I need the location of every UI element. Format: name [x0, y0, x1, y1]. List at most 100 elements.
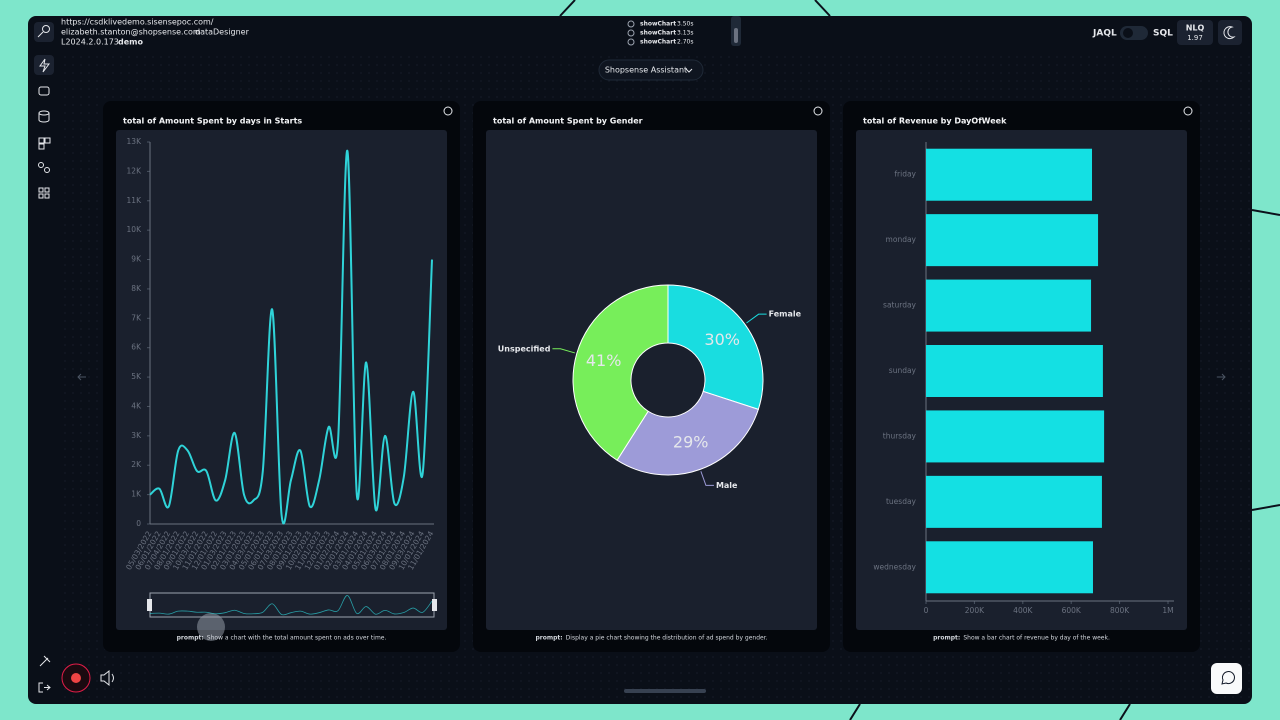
info-icon[interactable]: [443, 106, 453, 116]
nav-flow-icon[interactable]: [44, 167, 50, 173]
y-tick-label: friday: [894, 170, 916, 179]
donut-slice: [616, 390, 759, 476]
nlq-button[interactable]: [1177, 20, 1213, 45]
nav-bot-icon[interactable]: [38, 86, 50, 96]
y-tick-label: 5K: [131, 372, 142, 381]
home-indicator: [624, 689, 706, 693]
nav-flow-icon[interactable]: [38, 162, 44, 168]
bar: [926, 279, 1092, 332]
bar: [926, 345, 1103, 397]
x-tick-label: 800K: [1110, 606, 1130, 615]
log-check: [627, 20, 635, 28]
nav-blocks-icon[interactable]: [38, 143, 45, 150]
log-check: [627, 29, 635, 37]
leader-line: [700, 471, 714, 486]
cursor-highlight: [197, 613, 225, 641]
environment: demo: [118, 38, 143, 47]
y-tick-label: monday: [886, 235, 917, 244]
slice-label: Male: [716, 481, 738, 490]
navigator-handle[interactable]: [147, 599, 152, 611]
chat-button[interactable]: [1211, 663, 1242, 694]
y-tick-label: 11K: [127, 196, 143, 205]
slice-percent: 30%: [704, 330, 740, 349]
chart-title: total of Revenue by DayOfWeek: [863, 117, 1007, 126]
speaker-icon[interactable]: [100, 669, 114, 687]
log-time: 2.70s: [677, 39, 694, 46]
y-tick-label: 12K: [127, 166, 143, 175]
theme-button[interactable]: [1218, 20, 1242, 45]
y-tick-label: saturday: [883, 301, 917, 310]
info-icon[interactable]: [1183, 106, 1193, 116]
nav-grid-icon[interactable]: [44, 187, 50, 193]
navigator-handle[interactable]: [432, 599, 437, 611]
log-name: showChart: [640, 39, 676, 46]
log-name: showChart: [640, 21, 676, 28]
log-time: 3.50s: [677, 21, 694, 28]
nav-blocks-icon[interactable]: [44, 137, 51, 144]
y-tick-label: 13K: [127, 137, 143, 146]
bar: [926, 410, 1105, 463]
y-tick-label: thursday: [883, 431, 917, 440]
y-tick-label: 0: [136, 519, 141, 528]
navigator-line: [149, 595, 433, 616]
chart-title: total of Amount Spent by Gender: [493, 117, 643, 126]
bar: [926, 475, 1102, 528]
nav-database-icon[interactable]: [38, 113, 50, 123]
user-role: dataDesigner: [195, 28, 250, 37]
nav-grid-icon[interactable]: [44, 193, 50, 199]
logout-icon[interactable]: [38, 682, 51, 693]
y-tick-label: 10K: [127, 225, 143, 234]
nav-bolt-icon[interactable]: [39, 58, 50, 73]
nav-blocks-icon[interactable]: [38, 137, 45, 144]
slice-label: Female: [769, 310, 802, 319]
nav-grid-icon[interactable]: [38, 187, 44, 193]
chart-area: [116, 130, 447, 630]
user-email: elizabeth.stanton@shopsense.com: [61, 28, 201, 37]
prompt-label: prompt:: [535, 635, 562, 642]
dropdown-chevron: [685, 68, 693, 73]
previous-arrow[interactable]: [77, 373, 86, 381]
y-tick-label: 7K: [131, 313, 142, 322]
version: L2024.2.0.173: [61, 38, 119, 47]
nlq-label: NLQ: [1186, 24, 1205, 33]
assistant-name: Shopsense Assistant: [605, 66, 687, 75]
y-tick-label: 2K: [131, 460, 142, 469]
nav-tools-icon[interactable]: [39, 655, 51, 667]
x-tick-label: 0: [924, 606, 929, 615]
log-scrollbar-thumb: [734, 28, 738, 43]
y-tick-label: 8K: [131, 284, 142, 293]
log-name: showChart: [640, 30, 676, 37]
chart-area: [486, 130, 817, 630]
bar: [926, 214, 1099, 267]
assistant-menu[interactable]: [598, 59, 704, 81]
y-tick-label: 9K: [131, 255, 142, 264]
nlq-version: 1.97: [1187, 34, 1203, 42]
prompt-label: prompt:: [933, 635, 960, 642]
y-tick-label: tuesday: [886, 497, 917, 506]
x-tick-label: 200K: [965, 606, 985, 615]
y-tick-label: 3K: [131, 431, 142, 440]
url: https://csdklivedemo.sisensepoc.com/: [61, 18, 214, 27]
info-icon[interactable]: [813, 106, 823, 116]
logo-icon: [42, 25, 50, 33]
log-time: 3.13s: [677, 30, 694, 37]
moon-icon: [1223, 26, 1236, 40]
y-tick-label: 1K: [131, 490, 142, 499]
x-tick-label: 1M: [1162, 606, 1173, 615]
record-dot: [71, 673, 81, 683]
slice-percent: 29%: [673, 433, 709, 452]
prompt-text: Show a chart with the total amount spent…: [207, 635, 387, 642]
sql-label: SQL: [1153, 29, 1173, 39]
chat-icon: [1221, 671, 1235, 685]
next-arrow[interactable]: [1217, 373, 1226, 381]
prompt-label: prompt:: [177, 635, 204, 642]
prompt-text: Show a bar chart of revenue by day of th…: [963, 635, 1110, 642]
backdrop-lines: [559, 0, 1280, 720]
donut-slice: [667, 284, 764, 410]
slice-percent: 41%: [586, 351, 622, 370]
y-tick-label: 6K: [131, 343, 142, 352]
nav-grid-icon[interactable]: [38, 193, 44, 199]
x-tick-label: 400K: [1013, 606, 1033, 615]
nav-active[interactable]: [34, 55, 54, 75]
